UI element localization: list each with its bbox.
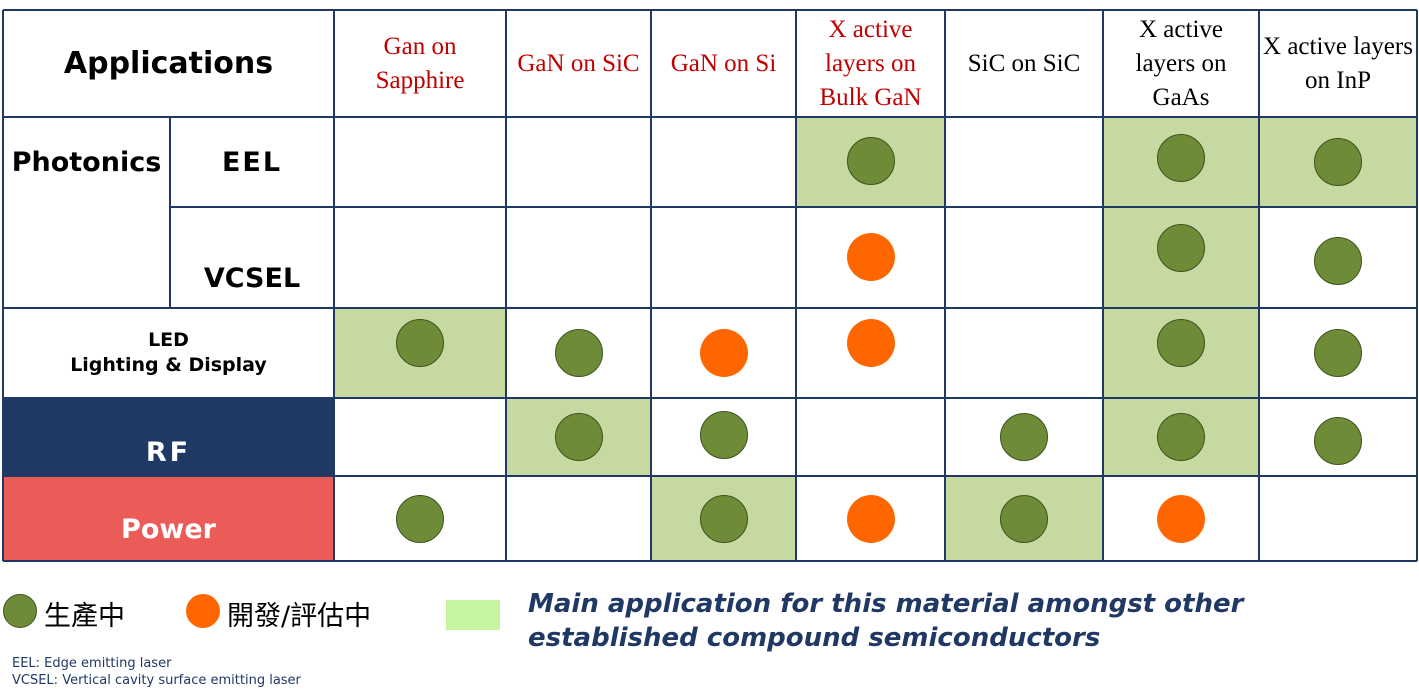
highlight-swatch (446, 600, 500, 630)
production-dot (699, 411, 748, 459)
legend-production-label: 生產中 (44, 601, 125, 632)
grid-line (169, 117, 171, 308)
production-dot (1157, 319, 1205, 367)
row-label-rf: RF (145, 437, 192, 468)
development-dot (699, 329, 748, 377)
grid-line (795, 10, 797, 561)
row-label-led-line2: Lighting & Display (70, 354, 267, 376)
production-dot (396, 494, 444, 543)
grid-line (1416, 10, 1418, 561)
grid-line (3, 9, 1417, 11)
development-dot-icon (186, 594, 220, 628)
column-header: X active layers on Bulk GaN (819, 15, 922, 111)
grid-line (3, 116, 1417, 118)
production-dot (396, 319, 444, 367)
development-dot (846, 319, 895, 367)
legend-highlight-line1: Main application for this material among… (528, 589, 1244, 619)
row-label-led: LED Lighting & Display (3, 308, 334, 398)
production-dot (1000, 494, 1048, 543)
production-dot (1157, 134, 1205, 182)
legend-development-label: 開發/評估中 (227, 601, 372, 632)
photonics-group-label: Photonics (11, 146, 162, 178)
application-matrix: Applications Gan on Sapphire GaN on SiC GaN… (2, 9, 1418, 562)
legend-highlight-text: Main application for this material among… (528, 587, 1243, 655)
grid-line (3, 397, 1417, 399)
column-header: SiC on SiC (967, 49, 1081, 77)
row-label-bg (3, 398, 334, 476)
production-dot (554, 413, 603, 461)
production-dot (1000, 413, 1048, 461)
row-label-vcsel: VCSEL (203, 263, 301, 294)
production-dot (699, 494, 748, 543)
production-dot (1314, 417, 1362, 465)
production-dot (1314, 138, 1362, 186)
legend-highlight-line2: established compound semiconductors (528, 623, 1101, 653)
grid-line (334, 206, 1417, 208)
column-header: GaN on Si (670, 49, 777, 77)
grid-line (1102, 10, 1104, 561)
production-dot (1314, 329, 1362, 377)
grid-line (3, 560, 1417, 562)
grid-line (944, 10, 946, 561)
row-label-led-line1: LED (148, 329, 189, 351)
note-vcsel: VCSEL: Vertical cavity surface emitting … (12, 673, 301, 688)
grid-line (2, 10, 4, 561)
applications-header: Applications (63, 46, 274, 81)
development-dot (846, 494, 895, 543)
grid-line (650, 10, 652, 561)
column-header: X active layers on GaAs (1135, 15, 1227, 111)
row-label-eel: EEL (221, 146, 283, 178)
production-dot-icon (3, 594, 37, 628)
row-label-power: Power (121, 514, 216, 545)
production-dot (1157, 413, 1205, 461)
row-label-bg (3, 476, 334, 561)
column-header: Gan on Sapphire (375, 32, 465, 94)
grid-line (3, 475, 1417, 477)
grid-line (333, 10, 335, 561)
production-dot (1314, 236, 1362, 285)
production-dot (846, 137, 895, 185)
production-dot (554, 329, 603, 377)
note-eel: EEL: Edge emitting laser (12, 656, 172, 671)
column-header: GaN on SiC (517, 49, 640, 77)
development-dot (846, 232, 895, 281)
development-dot (1157, 494, 1205, 543)
column-header: X active layers on InP (1263, 32, 1413, 94)
production-dot (1157, 223, 1205, 272)
grid-line (3, 307, 1417, 309)
grid-line (1258, 10, 1260, 561)
grid-line (505, 10, 507, 561)
